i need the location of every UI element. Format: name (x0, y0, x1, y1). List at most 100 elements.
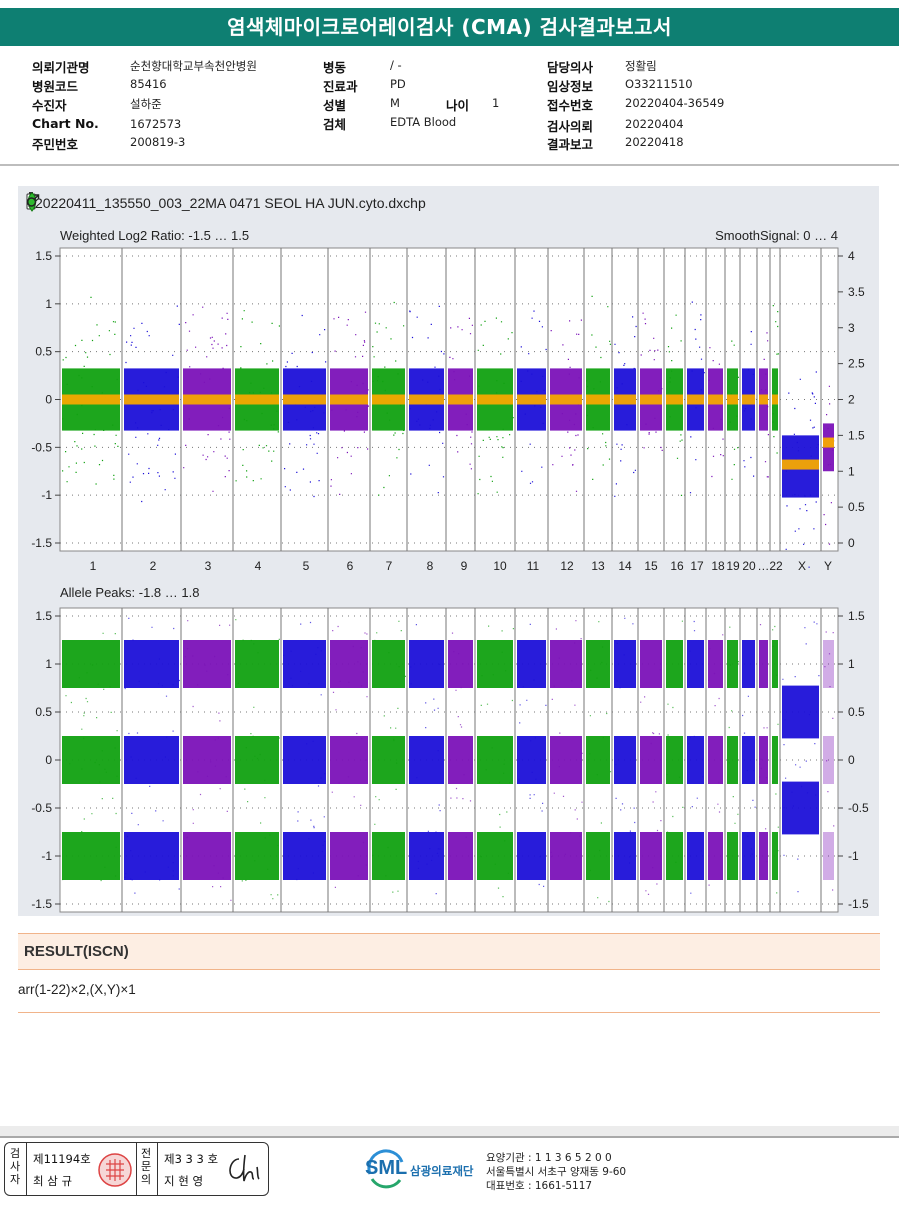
chromosome-label: 7 (386, 559, 393, 573)
info-value: M (390, 96, 400, 110)
chromosome-label: Y (824, 559, 832, 573)
patient-info: 의뢰기관명 순천향대학교부속천안병원 병원코드 85416 수진자 설하준 Ch… (0, 54, 899, 154)
info-value: 정활림 (625, 59, 657, 73)
info-label: 검사의뢰 (547, 119, 594, 134)
allele-band (586, 640, 610, 688)
info-label: 성별 (323, 98, 347, 113)
allele-band (708, 832, 723, 880)
allele-band (124, 640, 179, 688)
divider (0, 1136, 899, 1138)
info-label: 수진자 (32, 98, 67, 113)
sml-logo: SML 삼광의료재단 (364, 1148, 484, 1192)
axis-tick-label: 4 (848, 249, 855, 263)
allele-band (372, 832, 405, 880)
bottom-panel-title: Allele Peaks: -1.8 … 1.8 (60, 585, 199, 600)
footer-band (0, 1126, 899, 1136)
allele-band (772, 832, 778, 880)
info-label: 접수번호 (547, 98, 594, 113)
allele-scatter (480, 625, 514, 898)
info-value: 설하준 (130, 97, 162, 111)
allele-band (477, 640, 513, 688)
axis-tick-label: 2 (848, 393, 855, 407)
data-scatter (284, 314, 327, 498)
chromosome-label: 6 (347, 559, 354, 573)
data-scatter (785, 371, 819, 568)
info-label: 병원코드 (32, 79, 79, 94)
chromosome-label: 19 (726, 559, 740, 573)
smooth-signal (235, 394, 279, 405)
plot-file-header: 20220411_135550_003_22MA 0471 SEOL HA JU… (26, 192, 426, 214)
allele-scatter (772, 625, 779, 894)
top-panel-right-title: SmoothSignal: 0 … 4 (715, 228, 838, 243)
chromosome-label: 4 (255, 559, 262, 573)
allele-band (614, 736, 636, 784)
allele-band (183, 832, 231, 880)
allele-band (640, 736, 662, 784)
axis-tick-label: 0 (848, 536, 855, 550)
allele-band (517, 736, 546, 784)
allele-band (283, 832, 326, 880)
smooth-signal (550, 394, 582, 405)
allele-band (517, 640, 546, 688)
allele-band (550, 736, 582, 784)
allele-band (448, 736, 473, 784)
allele-band (742, 832, 755, 880)
data-scatter (125, 305, 180, 503)
specialist-number: 제3 3 3 호 (164, 1152, 219, 1166)
address-line: 대표번호 : 1661-5117 (486, 1180, 593, 1192)
smooth-signal (823, 437, 834, 448)
allele-band (235, 832, 279, 880)
address-line: 서울특별시 서초구 양재동 9-60 (486, 1166, 627, 1178)
axis-tick-label: 1 (848, 657, 855, 671)
allele-band (772, 736, 778, 784)
allele-scatter (410, 624, 441, 895)
allele-band (124, 736, 179, 784)
allele-band (666, 736, 683, 784)
allele-scatter (824, 631, 835, 891)
axis-tick-label: 1 (45, 657, 52, 671)
allele-band (727, 736, 738, 784)
divider (18, 1012, 880, 1013)
axis-tick-label: 1.5 (848, 609, 865, 623)
axis-tick-label: 1.5 (35, 609, 52, 623)
allele-band (687, 736, 704, 784)
chromosome-label: 3 (205, 559, 212, 573)
allele-band (283, 640, 326, 688)
axis-tick-label: -0.5 (31, 440, 52, 454)
allele-scatter (687, 620, 704, 894)
allele-band (62, 736, 120, 784)
allele-scatter (450, 632, 473, 838)
axis-tick-label: -1 (848, 849, 859, 863)
allele-scatter (550, 620, 583, 858)
allele-band (759, 640, 768, 688)
official-seal-icon (97, 1151, 133, 1192)
axis-tick-label: 0.5 (848, 500, 865, 514)
chromosome-label: X (798, 559, 806, 573)
report-title: 염색체마이크로어레이검사 (CMA) 검사결과보고서 (0, 8, 899, 46)
info-value: 20220404 (625, 117, 684, 131)
axis-tick-label: 0 (45, 753, 52, 767)
chromosome-label: 14 (618, 559, 632, 573)
smooth-signal (727, 394, 738, 405)
axis-tick-label: -0.5 (31, 801, 52, 815)
allele-band (477, 832, 513, 880)
allele-band (183, 640, 231, 688)
smooth-signal (640, 394, 662, 405)
chromosome-label: 18 (711, 559, 725, 573)
address-line: 요양기관 : 1 1 3 6 5 2 0 0 (486, 1152, 612, 1164)
allele-band (330, 640, 368, 688)
info-value: 1 (492, 96, 500, 110)
info-label: 진료과 (323, 79, 358, 94)
smooth-signal (409, 394, 444, 405)
data-scatter (183, 306, 231, 492)
smooth-signal (687, 394, 704, 405)
sml-logo-text: SML (365, 1157, 408, 1179)
examiner-name: 최 삼 규 (33, 1174, 73, 1188)
allele-band (759, 832, 768, 880)
axis-tick-label: -1.5 (31, 897, 52, 911)
allele-scatter (782, 621, 820, 893)
axis-tick-label: -1.5 (848, 897, 869, 911)
allele-scatter (283, 621, 326, 881)
smooth-signal (330, 394, 368, 405)
